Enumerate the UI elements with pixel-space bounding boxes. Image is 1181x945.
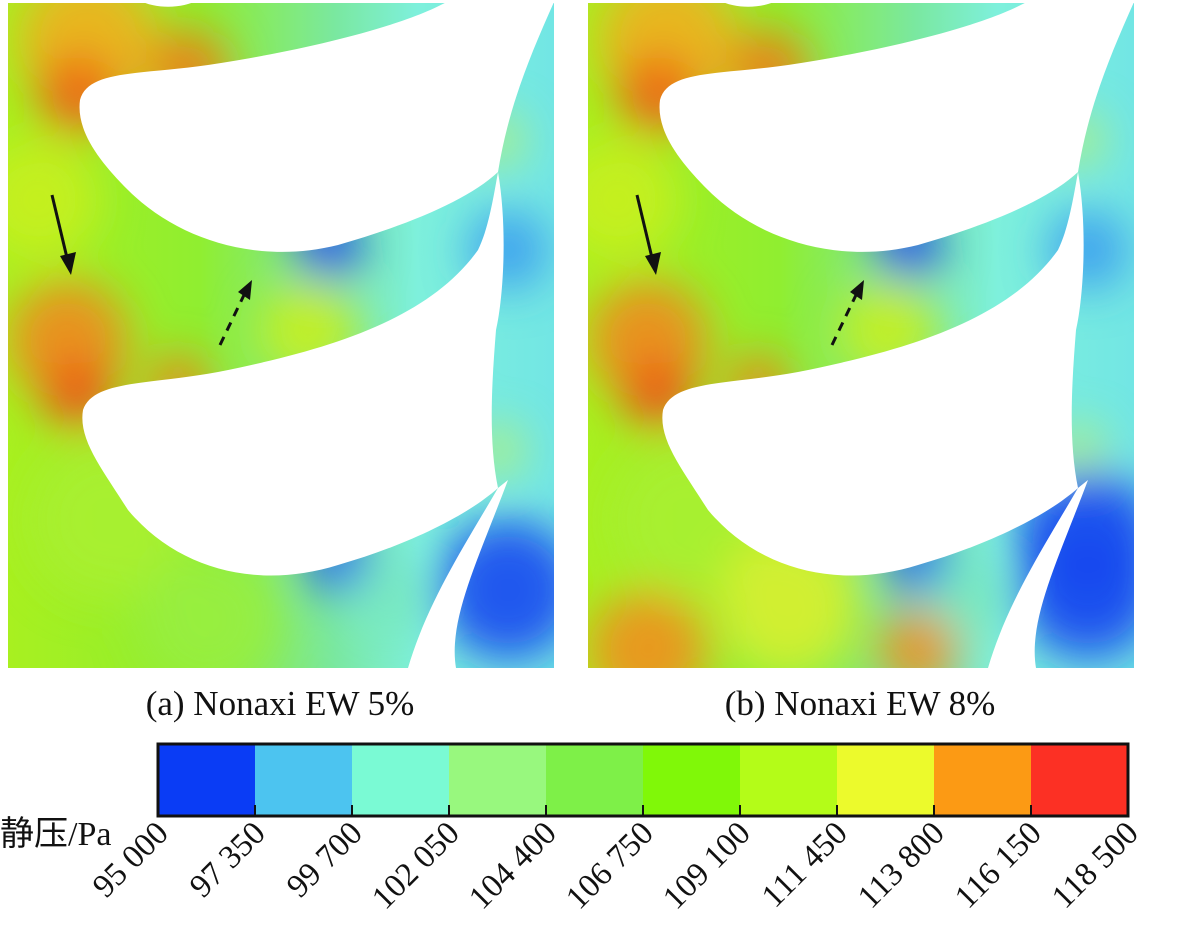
pressure-zone [878, 610, 958, 668]
arrowhead-icon [60, 252, 76, 275]
colorbar-tick-label: 106 750 [559, 815, 660, 916]
colorbar-tick-label: 102 050 [365, 815, 466, 916]
flow-arrow-solid [635, 194, 655, 263]
blade-trailing-edge [408, 480, 508, 668]
colorbar-segment [837, 744, 935, 816]
pressure-zone [928, 560, 1008, 640]
colorbar-segment [740, 744, 838, 816]
colorbar-tick-label: 116 150 [948, 815, 1048, 915]
blade-upper [79, 0, 554, 252]
pressure-zone [348, 560, 428, 640]
colorbar-tick-label: 113 800 [851, 815, 951, 915]
colorbar-tick-label: 118 500 [1045, 815, 1145, 915]
blade-trailing-edge [988, 480, 1088, 668]
arrowhead-icon [850, 280, 864, 300]
colorbar-segment [643, 744, 741, 816]
blade-lower [82, 172, 504, 576]
colorbar-segment [546, 744, 644, 816]
contour-panel-a [8, 0, 554, 668]
flow-arrow-solid [50, 194, 70, 263]
arrowhead-icon [238, 280, 252, 300]
colorbar-segment [255, 744, 353, 816]
colorbar-segment [352, 744, 450, 816]
colorbar-segment [1031, 744, 1129, 816]
pressure-zone [588, 590, 708, 668]
arrowhead-icon [645, 252, 661, 275]
colorbar-tick-label: 111 450 [755, 815, 855, 915]
colorbar-tick-label: 97 350 [183, 815, 273, 905]
colorbar-tick-label: 104 400 [462, 815, 563, 916]
blade-lower [662, 172, 1084, 576]
colorbar-tick-label: 109 100 [656, 815, 757, 916]
colorbar-segment [934, 744, 1032, 816]
colorbar-label: 静压/Pa [0, 815, 111, 853]
top-edge [588, 0, 1134, 3]
colorbar-tick-label: 99 700 [280, 815, 370, 905]
panel-b-caption: (b) Nonaxi EW 8% [724, 684, 996, 723]
panel-a-caption: (a) Nonaxi EW 5% [145, 684, 415, 723]
pressure-zone [588, 140, 678, 260]
colorbar-segment [449, 744, 547, 816]
blade-upper [659, 0, 1134, 252]
colorbar-segment [158, 744, 256, 816]
pressure-zone [138, 550, 278, 668]
top-edge [8, 0, 554, 3]
contour-panel-b [588, 0, 1134, 668]
